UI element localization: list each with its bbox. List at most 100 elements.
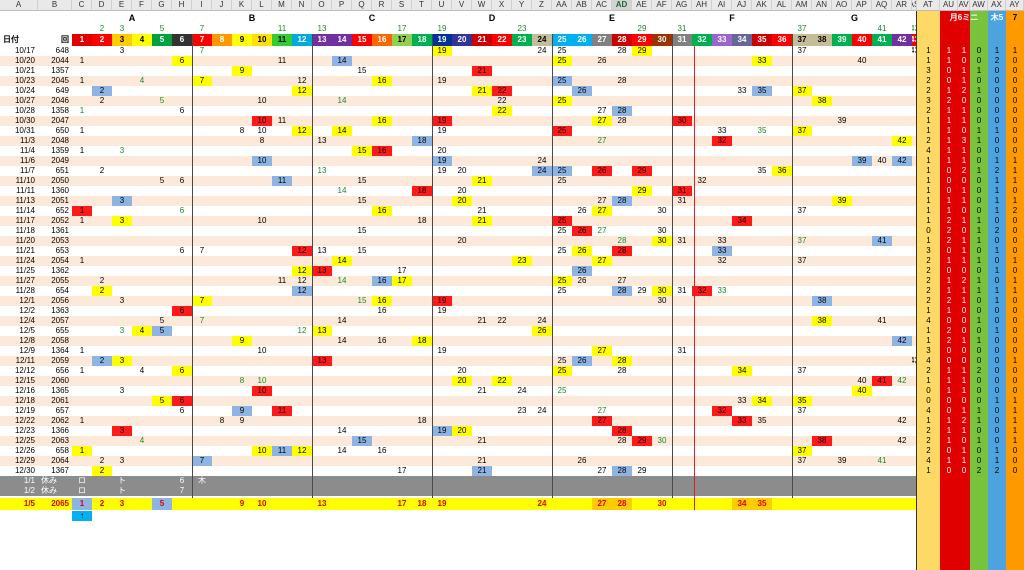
weekday-stat-cell[interactable]: 0	[1012, 136, 1018, 145]
weekday-stat-cell[interactable]: 3	[926, 346, 931, 355]
weekday-stat-cell[interactable]: 0	[994, 116, 1000, 125]
draw-number-cell[interactable]: 24	[537, 156, 547, 165]
weekday-stat-cell[interactable]: 0	[946, 66, 952, 75]
draw-number-cell[interactable]: 42	[897, 436, 907, 445]
row-date[interactable]: 10/17	[14, 46, 35, 55]
draw-number-cell[interactable]: 19	[437, 76, 447, 85]
draw-number-cell[interactable]: 7	[199, 316, 205, 325]
draw-number-cell[interactable]: 15	[357, 296, 367, 305]
current-number-cell[interactable]: 2	[99, 499, 105, 508]
weekday-stat-cell[interactable]: 4	[926, 406, 931, 415]
draw-number-cell[interactable]: 9	[232, 406, 252, 416]
row-date[interactable]: 11/18	[15, 226, 35, 235]
draw-number-cell[interactable]: 6	[172, 56, 192, 66]
weekday-stat-cell[interactable]: 0	[961, 316, 967, 325]
draw-number-cell[interactable]: 19	[432, 156, 452, 166]
draw-number-cell[interactable]: 16	[372, 296, 392, 306]
draw-number-cell[interactable]: 21	[477, 386, 487, 395]
weekday-stat-cell[interactable]: 0	[946, 466, 952, 475]
row-date[interactable]: 12/15	[14, 376, 35, 385]
weekday-stat-cell[interactable]: 0	[976, 146, 982, 155]
weekday-stat-cell[interactable]: 1	[994, 296, 1000, 305]
row-date[interactable]: 11/11	[16, 186, 35, 195]
column-header-ab[interactable]: AB	[572, 0, 592, 11]
column-header-ay[interactable]: AY	[1006, 0, 1024, 11]
weekday-stat-cell[interactable]: 0	[1012, 126, 1018, 135]
weekday-stat-cell[interactable]: 0	[994, 406, 1000, 415]
weekday-stat-cell[interactable]: 0	[961, 226, 967, 235]
draw-number-cell[interactable]: 6	[172, 306, 192, 316]
current-number-cell[interactable]: 24	[537, 499, 547, 508]
weekday-stat-cell[interactable]: 0	[961, 396, 967, 405]
draw-number-cell[interactable]: 20	[452, 426, 472, 436]
row-round[interactable]: 2051	[51, 196, 69, 205]
weekday-stat-cell[interactable]: 0	[946, 76, 952, 85]
column-header-m[interactable]: M	[272, 0, 292, 11]
weekday-stat-cell[interactable]: 1	[1012, 286, 1018, 295]
draw-number-cell[interactable]: 28	[612, 196, 632, 206]
weekday-stat-cell[interactable]: 1	[1012, 156, 1018, 165]
weekday-stat-cell[interactable]: 0	[994, 436, 1000, 445]
draw-number-cell[interactable]: 22	[492, 376, 512, 386]
draw-number-cell[interactable]: 27	[597, 106, 607, 115]
weekday-stat-cell[interactable]: 1	[976, 136, 982, 145]
draw-number-cell[interactable]: 7	[192, 456, 212, 466]
weekday-stat-cell[interactable]: 0	[994, 386, 1000, 395]
draw-number-cell[interactable]: 14	[337, 316, 347, 325]
draw-number-cell[interactable]: 2	[99, 96, 105, 105]
draw-number-cell[interactable]: 40	[852, 386, 872, 396]
draw-number-cell[interactable]: 30	[672, 116, 692, 126]
draw-number-cell[interactable]: 29	[632, 46, 652, 56]
row-round[interactable]: 654	[55, 286, 69, 295]
current-number-cell[interactable]: 5	[152, 498, 172, 510]
draw-number-cell[interactable]: 23	[517, 406, 527, 415]
draw-number-cell[interactable]: 10	[252, 156, 272, 166]
draw-number-cell[interactable]: 1	[79, 216, 85, 225]
column-header-l[interactable]: L	[252, 0, 272, 11]
column-header-ah[interactable]: AH	[692, 0, 712, 11]
weekday-stat-cell[interactable]: 2	[926, 136, 931, 145]
draw-number-cell[interactable]: 2	[99, 166, 105, 175]
row-date[interactable]: 10/23	[14, 76, 35, 85]
weekday-stat-cell[interactable]: 2	[926, 256, 931, 265]
weekday-stat-cell[interactable]: 0	[976, 196, 982, 205]
weekday-stat-cell[interactable]: 0	[994, 106, 1000, 115]
weekday-stat-cell[interactable]: 0	[946, 316, 952, 325]
draw-number-cell[interactable]: 11	[277, 116, 287, 125]
weekday-stat-cell[interactable]: 0	[976, 76, 982, 85]
draw-number-cell[interactable]: 19	[437, 346, 447, 355]
row-date[interactable]: 12/30	[14, 466, 35, 475]
draw-number-cell[interactable]: 3	[112, 196, 132, 206]
row-round[interactable]: 2054	[51, 256, 69, 265]
column-header-ae[interactable]: AE	[632, 0, 652, 11]
weekday-stat-cell[interactable]: 1	[994, 396, 1000, 405]
column-header-r[interactable]: R	[372, 0, 392, 11]
weekday-stat-cell[interactable]: 0	[994, 316, 1000, 325]
weekday-stat-cell[interactable]: 0	[1012, 216, 1018, 225]
draw-number-cell[interactable]: 28	[612, 286, 632, 296]
row-date[interactable]: 12/22	[14, 416, 35, 425]
row-round[interactable]: 1359	[51, 146, 69, 155]
weekday-stat-cell[interactable]: 0	[976, 116, 982, 125]
row-round[interactable]: 2062	[51, 416, 69, 425]
draw-number-cell[interactable]: 39	[852, 156, 872, 166]
draw-number-cell[interactable]: 24	[532, 166, 552, 176]
weekday-stat-cell[interactable]: 1	[1012, 166, 1018, 175]
weekday-stat-cell[interactable]: 0	[976, 386, 982, 395]
draw-number-cell[interactable]: 8	[239, 376, 245, 385]
draw-number-cell[interactable]: 31	[677, 236, 687, 245]
weekday-stat-cell[interactable]: 0	[1012, 456, 1018, 465]
weekday-stat-cell[interactable]: 0	[976, 186, 982, 195]
weekday-stat-cell[interactable]: 1	[946, 196, 952, 205]
row-date[interactable]: 10/20	[14, 56, 35, 65]
draw-number-cell[interactable]: 28	[617, 46, 627, 55]
draw-number-cell[interactable]: 5	[159, 316, 165, 325]
row-round[interactable]: 2053	[51, 236, 69, 245]
row-round[interactable]: 2050	[51, 176, 69, 185]
draw-number-cell[interactable]: 12	[292, 266, 312, 276]
draw-number-cell[interactable]: 21	[477, 436, 487, 445]
weekday-stat-cell[interactable]: 0	[961, 356, 967, 365]
weekday-stat-cell[interactable]: 1	[961, 426, 967, 435]
column-header-b[interactable]: B	[38, 0, 72, 11]
weekday-stat-cell[interactable]: 4	[926, 316, 931, 325]
